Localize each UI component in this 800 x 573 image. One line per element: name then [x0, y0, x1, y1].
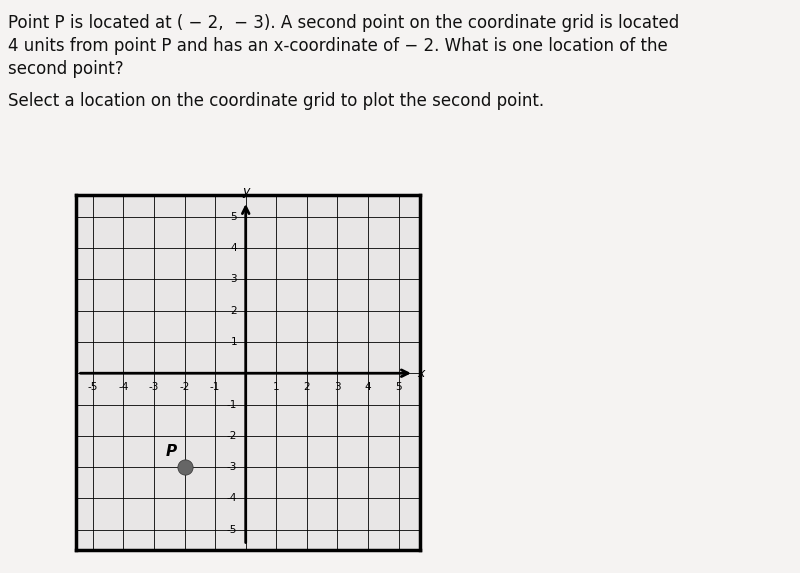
Text: -3: -3: [149, 382, 159, 392]
Text: -2: -2: [179, 382, 190, 392]
Text: Select a location on the coordinate grid to plot the second point.: Select a location on the coordinate grid…: [8, 92, 544, 109]
Text: 3: 3: [334, 382, 341, 392]
Text: 4 units from point P and has an x-coordinate of − 2. What is one location of the: 4 units from point P and has an x-coordi…: [8, 37, 668, 55]
Text: 1: 1: [230, 337, 237, 347]
Text: 1: 1: [273, 382, 279, 392]
Text: -4: -4: [118, 382, 129, 392]
Text: -4: -4: [226, 493, 237, 504]
Text: -3: -3: [226, 462, 237, 472]
Text: -1: -1: [210, 382, 220, 392]
Text: 5: 5: [230, 212, 237, 222]
Text: -5: -5: [226, 525, 237, 535]
Text: 4: 4: [230, 243, 237, 253]
Text: 2: 2: [230, 305, 237, 316]
Text: P: P: [166, 444, 176, 459]
Text: -1: -1: [226, 399, 237, 410]
Text: y: y: [242, 185, 250, 198]
Text: Point P is located at ( − 2,  − 3). A second point on the coordinate grid is loc: Point P is located at ( − 2, − 3). A sec…: [8, 14, 679, 32]
Text: x: x: [417, 367, 424, 380]
Text: -2: -2: [226, 431, 237, 441]
Text: 3: 3: [230, 274, 237, 284]
Text: 4: 4: [365, 382, 371, 392]
Text: -5: -5: [88, 382, 98, 392]
Text: second point?: second point?: [8, 60, 124, 78]
Text: 5: 5: [395, 382, 402, 392]
Text: 2: 2: [303, 382, 310, 392]
